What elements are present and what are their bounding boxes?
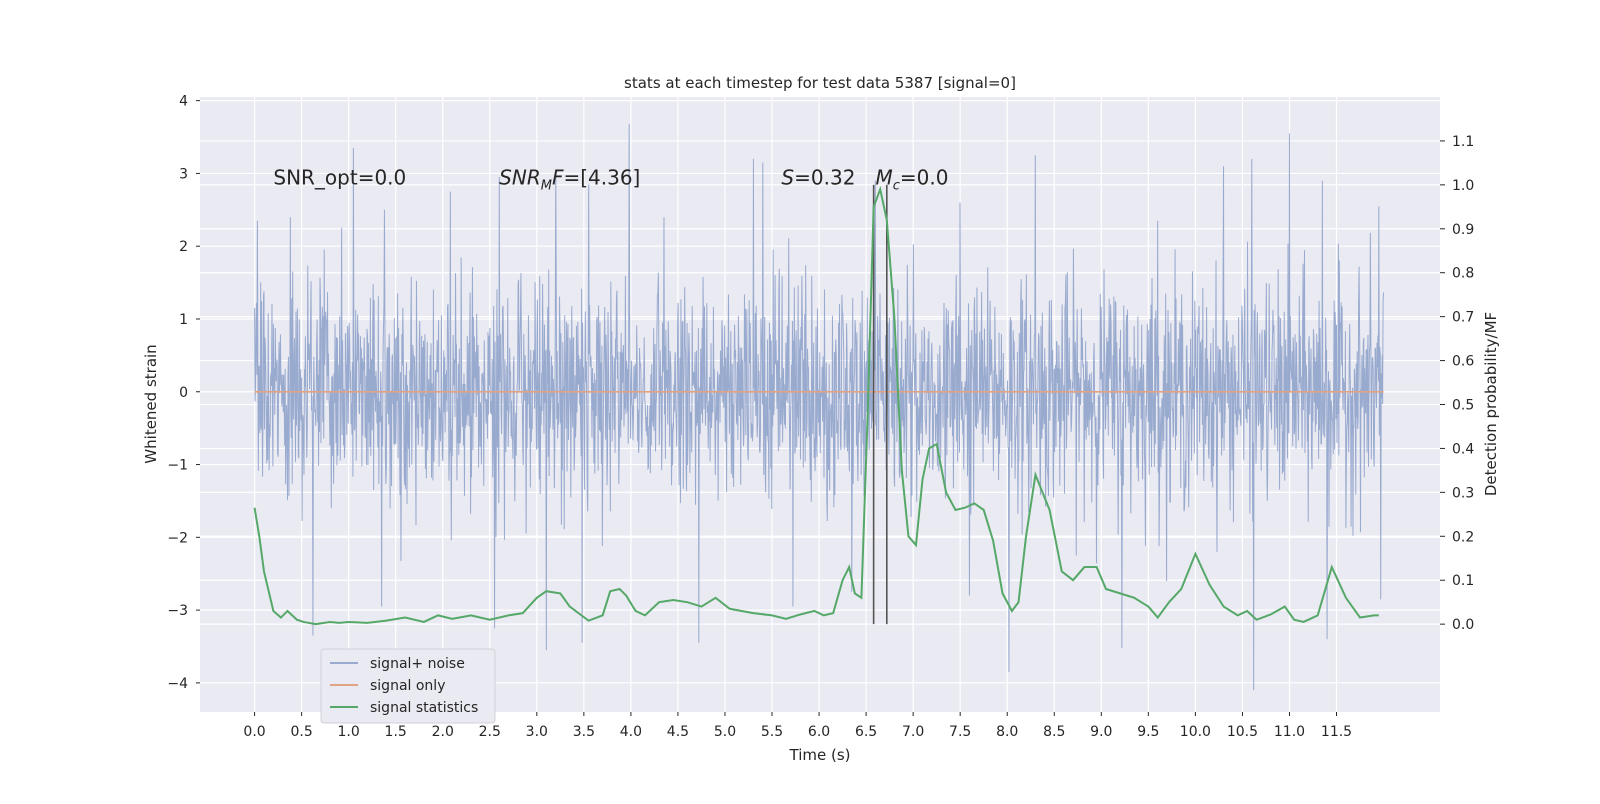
annotation-snr-mf-value: F=[4.36] [552,165,640,189]
annotation-s-stat-main: S [781,165,794,189]
x-tick-label: 5.0 [714,724,736,740]
y-left-tick-label: 0 [179,385,188,401]
x-tick-label: 6.5 [855,724,877,740]
annotation-snr-opt: SNR_opt=0.0 [273,165,406,189]
annotation-snr-mf-rest: =[4.36] [563,165,640,189]
annotation-mc-value: =0.0 [900,165,949,189]
legend-label-signal-noise: signal+ noise [370,656,465,672]
y-right-tick-label: 0.3 [1452,485,1474,501]
x-tick-label: 10.5 [1227,724,1258,740]
x-tick-label: 8.0 [996,724,1018,740]
x-tick-label: 1.5 [385,724,407,740]
y-right-tick-label: 0.5 [1452,398,1474,414]
x-tick-label: 11.5 [1321,724,1352,740]
y-right-tick-label: 1.1 [1452,134,1474,150]
y-right-tick-label: 0.6 [1452,354,1474,370]
y-right-tick-label: 0.0 [1452,617,1474,633]
x-tick-label: 8.5 [1043,724,1065,740]
x-tick-label: 4.5 [667,724,689,740]
y-right-tick-label: 0.4 [1452,441,1474,457]
x-tick-label: 3.5 [573,724,595,740]
x-tick-label: 0.0 [243,724,265,740]
y-right-tick-label: 0.2 [1452,529,1474,545]
x-tick-label: 0.5 [290,724,312,740]
annotation-snr-mf: SNRMF=[4.36] [499,165,640,193]
x-tick-label: 11.0 [1274,724,1305,740]
x-tick-label: 5.5 [761,724,783,740]
y-left-tick-label: −1 [167,458,188,474]
legend-label-signal-only: signal only [370,678,445,694]
y-right-tick-label: 0.7 [1452,310,1474,326]
annotation-s-stat: S=0.32 [781,165,855,189]
x-tick-label: 9.5 [1137,724,1159,740]
x-tick-label: 10.0 [1180,724,1211,740]
y-left-tick-label: −3 [167,603,188,619]
y-right-tick-label: 0.8 [1452,266,1474,282]
x-axis-label: Time (s) [789,746,851,764]
x-tick-label: 2.0 [432,724,454,740]
x-tick-label: 6.0 [808,724,830,740]
y-left-axis-label: Whitened strain [142,344,160,463]
y-left-tick-label: 3 [179,166,188,182]
annotation-mc: Mc=0.0 [876,165,949,193]
y-right-tick-label: 0.1 [1452,573,1474,589]
chart-title: stats at each timestep for test data 538… [624,74,1016,92]
x-tick-label: 9.0 [1090,724,1112,740]
x-tick-label: 1.0 [338,724,360,740]
annotation-mc-main: M [876,165,893,189]
annotation-snr-mf-subscript: M [541,178,552,193]
legend-label-signal-statistics: signal statistics [370,700,478,716]
x-tick-label: 3.0 [526,724,548,740]
x-tick-label: 2.5 [479,724,501,740]
y-left-tick-label: 2 [179,239,188,255]
annotation-snr-mf-letter: F [552,165,564,189]
x-tick-label: 7.0 [902,724,924,740]
x-tick-label: 7.5 [949,724,971,740]
y-left-tick-label: 4 [179,94,188,110]
annotation-snr-mf-main: SNR [499,165,541,189]
y-right-tick-label: 1.0 [1452,178,1474,194]
y-left-tick-label: −2 [167,530,188,546]
y-left-tick-label: −4 [167,676,188,692]
annotation-mc-subscript: c [893,178,900,193]
y-right-axis-label: Detection probability/MF [1482,312,1500,496]
y-left-tick-label: 1 [179,312,188,328]
x-tick-label: 4.0 [620,724,642,740]
legend: signal+ noise signal only signal statist… [321,649,495,723]
y-right-tick-label: 0.9 [1452,222,1474,238]
annotation-s-stat-value: =0.32 [794,165,855,189]
